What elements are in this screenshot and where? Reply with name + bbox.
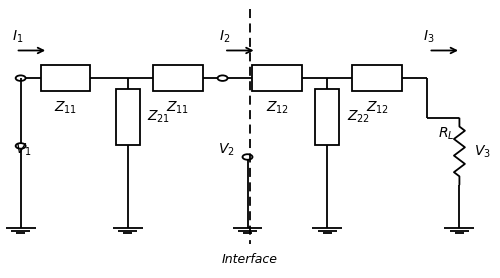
Text: Interface: Interface (222, 253, 278, 266)
Text: $Z_{11}$: $Z_{11}$ (54, 100, 77, 116)
Text: $I_1$: $I_1$ (12, 29, 23, 45)
Text: $Z_{12}$: $Z_{12}$ (266, 100, 289, 116)
Text: $I_2$: $I_2$ (218, 29, 230, 45)
FancyBboxPatch shape (116, 89, 140, 145)
Text: $V_2$: $V_2$ (218, 142, 234, 158)
Text: $V_1$: $V_1$ (14, 142, 32, 158)
FancyBboxPatch shape (352, 65, 402, 91)
Text: $V_3$: $V_3$ (474, 143, 491, 160)
FancyBboxPatch shape (153, 65, 202, 91)
Text: $Z_{12}$: $Z_{12}$ (366, 100, 389, 116)
Text: $I_3$: $I_3$ (423, 29, 434, 45)
Text: $R_L$: $R_L$ (438, 125, 455, 142)
Text: $Z_{22}$: $Z_{22}$ (346, 109, 370, 125)
FancyBboxPatch shape (40, 65, 90, 91)
FancyBboxPatch shape (316, 89, 340, 145)
FancyBboxPatch shape (252, 65, 302, 91)
Text: $Z_{11}$: $Z_{11}$ (166, 100, 190, 116)
Text: $Z_{21}$: $Z_{21}$ (148, 109, 171, 125)
